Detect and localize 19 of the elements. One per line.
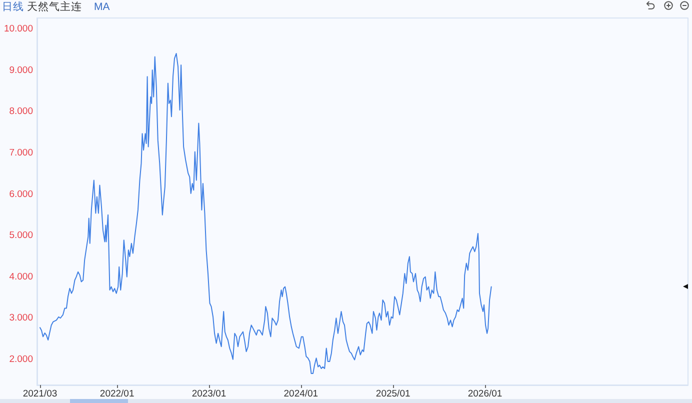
- text: MA: [94, 0, 110, 14]
- y-tick-label: 8.000: [9, 106, 33, 118]
- x-tick-label: 2024/01: [284, 388, 318, 400]
- x-tick-label: 2021/03: [22, 388, 58, 400]
- y-tick-label: 6.000: [9, 188, 33, 200]
- x-tick-label: 2026/01: [468, 388, 502, 400]
- y-tick-label: 2.000: [9, 354, 33, 365]
- y-tick-label: 9.000: [9, 64, 33, 76]
- y-tick-label: 10.000: [4, 24, 33, 35]
- x-tick-label: 2025/01: [376, 388, 410, 400]
- y-tick-label: 4.000: [9, 271, 33, 282]
- chart-title: 天然气主连: [27, 0, 82, 14]
- y-tick-label: 3.000: [9, 312, 33, 324]
- text: 日线: [2, 0, 24, 14]
- y-tick-label: 5.000: [9, 230, 33, 242]
- x-tick-label: 2023/01: [192, 388, 226, 400]
- y-tick-label: 7.000: [9, 147, 33, 158]
- line-series: [40, 53, 492, 374]
- x-tick-label: 2022/01: [100, 388, 134, 400]
